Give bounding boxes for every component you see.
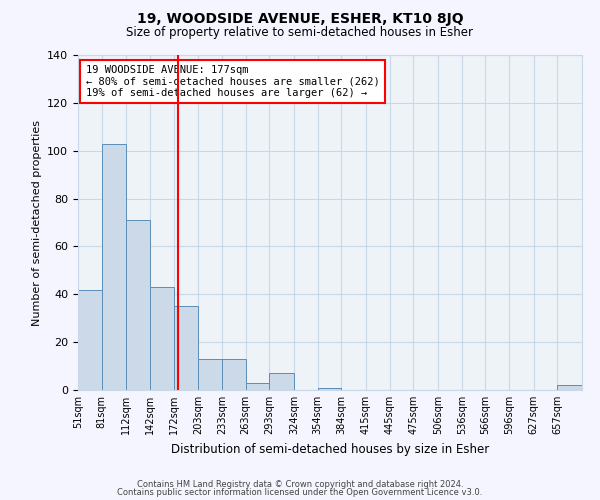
Bar xyxy=(318,388,341,390)
Bar xyxy=(198,359,222,390)
Text: Contains public sector information licensed under the Open Government Licence v3: Contains public sector information licen… xyxy=(118,488,482,497)
Bar xyxy=(222,359,246,390)
Y-axis label: Number of semi-detached properties: Number of semi-detached properties xyxy=(32,120,41,326)
Text: 19, WOODSIDE AVENUE, ESHER, KT10 8JQ: 19, WOODSIDE AVENUE, ESHER, KT10 8JQ xyxy=(137,12,463,26)
Bar xyxy=(102,144,126,390)
Bar xyxy=(150,287,174,390)
Text: 19 WOODSIDE AVENUE: 177sqm
← 80% of semi-detached houses are smaller (262)
19% o: 19 WOODSIDE AVENUE: 177sqm ← 80% of semi… xyxy=(86,65,379,98)
X-axis label: Distribution of semi-detached houses by size in Esher: Distribution of semi-detached houses by … xyxy=(171,442,489,456)
Bar xyxy=(269,373,294,390)
Text: Contains HM Land Registry data © Crown copyright and database right 2024.: Contains HM Land Registry data © Crown c… xyxy=(137,480,463,489)
Bar xyxy=(246,383,269,390)
Text: Size of property relative to semi-detached houses in Esher: Size of property relative to semi-detach… xyxy=(127,26,473,39)
Bar xyxy=(126,220,150,390)
Bar xyxy=(557,385,582,390)
Bar xyxy=(78,290,102,390)
Bar xyxy=(174,306,198,390)
